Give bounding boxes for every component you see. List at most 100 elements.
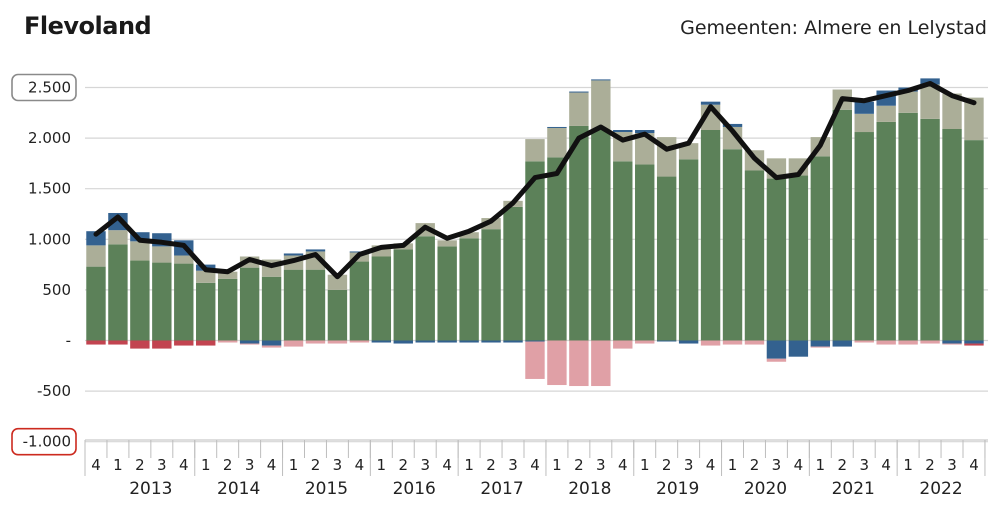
year-label: 2015	[305, 479, 348, 499]
y-tick-label: 1.500	[28, 180, 71, 198]
quarter-label: 4	[267, 456, 277, 474]
bar-segment-green	[371, 256, 392, 341]
bar-segment-green	[635, 164, 655, 341]
quarter-label: 1	[377, 456, 387, 474]
bar-segment-grey	[174, 255, 194, 264]
quarter-label: 4	[179, 456, 189, 474]
bar-segment-green	[766, 178, 787, 341]
bar-segment-grey	[86, 245, 106, 267]
bar-segment-red	[174, 340, 194, 346]
bar-segment-red	[108, 340, 128, 345]
bar-segment-pink	[744, 340, 765, 345]
bar-segment-blue	[788, 340, 809, 357]
year-label: 2017	[480, 479, 523, 499]
y-tick-label: 1.000	[28, 230, 71, 248]
quarter-label: 4	[91, 456, 101, 474]
bar-segment-blue	[964, 340, 984, 344]
quarter-label: 4	[706, 456, 716, 474]
quarter-label: 2	[838, 456, 848, 474]
bar-segment-grey	[547, 127, 567, 158]
quarter-label: 3	[947, 456, 957, 474]
bar-segment-blue	[766, 340, 787, 359]
quarter-label: 1	[289, 456, 299, 474]
quarter-label: 2	[750, 456, 760, 474]
quarter-label: 2	[311, 456, 321, 474]
quarter-label: 1	[728, 456, 738, 474]
bar-segment-green	[832, 109, 852, 341]
quarter-label: 1	[552, 456, 562, 474]
bar-segment-grey	[108, 230, 128, 245]
quarter-label: 3	[596, 456, 606, 474]
bar-segment-pink	[810, 346, 831, 348]
bar-segment-pink	[217, 340, 238, 343]
chart-title: Flevoland	[24, 12, 152, 40]
quarter-label: 3	[333, 456, 343, 474]
quarter-label: 2	[399, 456, 409, 474]
bar-segment-blue	[525, 340, 545, 342]
bar-segment-grey	[591, 80, 611, 131]
y-tick-label: -500	[37, 382, 71, 400]
bar-segment-blue	[437, 340, 457, 343]
quarter-label: 3	[859, 456, 869, 474]
quarter-label: 2	[662, 456, 672, 474]
bars	[86, 78, 984, 387]
bar-segment-green	[700, 130, 721, 341]
bar-segment-green	[130, 260, 150, 341]
bar-segment-grey	[459, 232, 479, 239]
bar-segment-green	[305, 269, 326, 341]
bar-segment-grey	[152, 246, 172, 263]
bar-segment-green	[437, 246, 457, 341]
bar-segment-grey	[876, 105, 896, 122]
bar-segment-green	[854, 132, 874, 341]
quarter-label: 2	[925, 456, 935, 474]
quarter-label: 2	[574, 456, 584, 474]
bar-segment-pink	[766, 358, 787, 362]
bar-segment-grey	[437, 240, 457, 247]
bar-segment-blue	[503, 340, 523, 343]
y-tick-label: 2.500	[28, 79, 71, 97]
bar-segment-green	[788, 175, 809, 341]
quarter-label: 4	[530, 456, 540, 474]
total-line	[93, 81, 977, 280]
quarter-label: 3	[684, 456, 694, 474]
y-axis: 2.500 2.000 1.500 1.000 500 - -500 -1.000	[11, 73, 77, 456]
bar-segment-grey	[942, 93, 962, 129]
bar-segment-green	[569, 125, 589, 341]
bar-segment-blue	[678, 340, 699, 344]
quarter-label: 3	[508, 456, 518, 474]
quarter-label: 2	[486, 456, 496, 474]
bar-segment-pink	[547, 340, 567, 386]
bar-segment-blue	[854, 101, 874, 114]
quarter-label: 4	[442, 456, 452, 474]
bar-segment-green	[942, 128, 962, 341]
bar-segment-green	[481, 229, 501, 341]
bar-segment-blue	[371, 340, 392, 343]
bar-segment-grey	[635, 133, 655, 165]
bar-segment-blue	[591, 79, 611, 81]
bar-segment-green	[525, 161, 545, 341]
quarter-label: 3	[420, 456, 430, 474]
bar-segment-blue	[283, 253, 304, 256]
bar-segment-green	[744, 170, 765, 341]
quarter-label: 4	[618, 456, 628, 474]
bar-segment-pink	[349, 340, 370, 343]
bar-segment-green	[964, 140, 984, 341]
bar-segment-grey	[196, 270, 216, 283]
bar-segment-blue	[810, 340, 831, 347]
bar-segment-red	[196, 340, 216, 346]
bar-segment-pink	[876, 340, 896, 345]
bar-segment-blue	[239, 340, 260, 344]
bar-segment-blue	[635, 130, 655, 134]
bar-segment-pink	[591, 340, 611, 387]
bar-segment-pink	[305, 340, 326, 344]
chart-subtitle: Gemeenten: Almere en Lelystad	[680, 17, 987, 39]
bar-segment-blue	[569, 91, 589, 93]
year-label: 2014	[217, 479, 260, 499]
bar-segment-pink	[635, 340, 655, 344]
bar-segment-pink	[525, 341, 545, 379]
bar-segment-blue	[700, 101, 721, 105]
bar-segment-grey	[371, 245, 392, 257]
bar-segment-green	[108, 244, 128, 341]
